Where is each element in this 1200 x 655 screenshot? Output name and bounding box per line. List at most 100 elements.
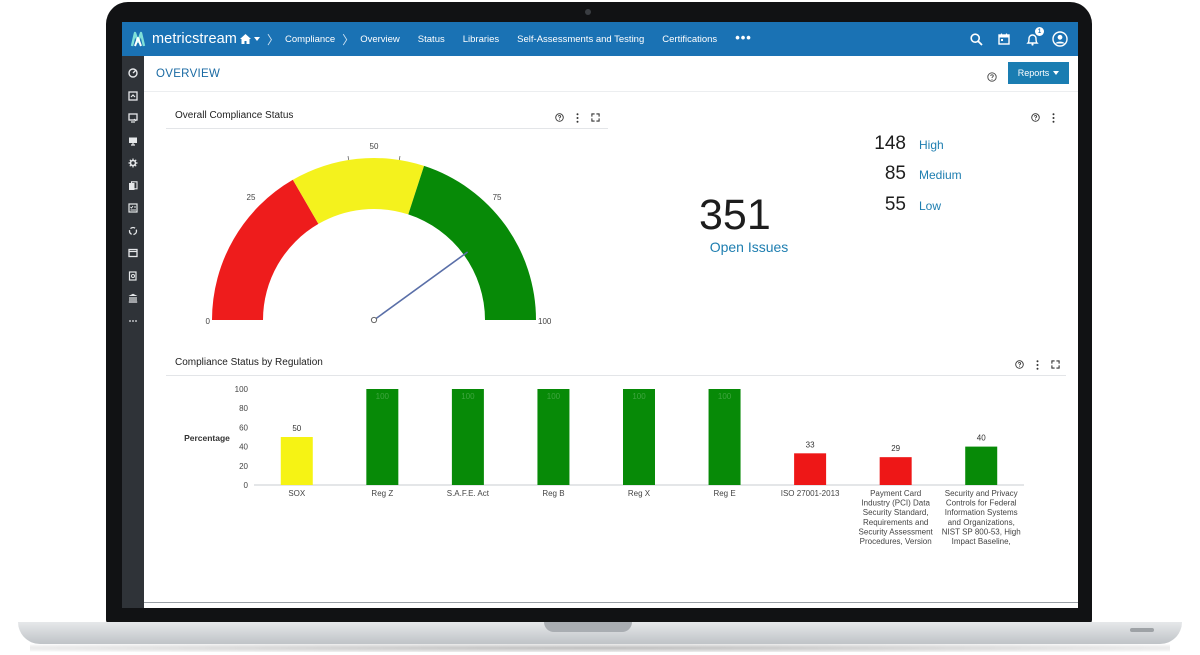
laptop-base — [18, 622, 1182, 644]
report-icon[interactable] — [122, 85, 144, 108]
gauge-minor-tick — [347, 155, 350, 161]
bar[interactable] — [537, 389, 570, 485]
caret-down-icon — [1053, 71, 1060, 75]
nav-icon-group: 1 — [968, 22, 1068, 56]
nav-more-menu[interactable]: ••• — [735, 29, 752, 45]
bar[interactable] — [451, 389, 484, 485]
file-search-icon[interactable] — [122, 265, 144, 288]
help-icon[interactable] — [1031, 113, 1040, 122]
x-tick-label: SOX — [288, 489, 306, 498]
nav-self-assessments[interactable]: Self-Assessments and Testing — [517, 33, 645, 45]
webcam — [585, 9, 591, 15]
gear-icon[interactable] — [122, 152, 144, 175]
severity-count: 85 — [884, 163, 906, 184]
nav-overview[interactable]: Overview — [360, 33, 400, 45]
documents-icon[interactable] — [122, 175, 144, 198]
x-tick-label: Reg Z — [371, 489, 393, 498]
y-tick-label: 20 — [239, 462, 248, 471]
x-tick-label: ISO 27001-2013 — [781, 489, 840, 498]
laptop-base-notch — [544, 622, 632, 632]
bar[interactable] — [623, 389, 655, 485]
panel-divider — [166, 375, 1066, 376]
x-tick-label-line: Security Standard, — [863, 508, 929, 517]
gauge-tick-label: 75 — [493, 193, 502, 202]
monitor-icon[interactable] — [122, 130, 144, 153]
kebab-menu-icon[interactable] — [573, 112, 582, 123]
bar[interactable] — [879, 457, 912, 485]
logo[interactable]: metricstream — [122, 30, 237, 48]
notifications-icon[interactable]: 1 — [1024, 27, 1044, 47]
gauge-panel-title: Overall Compliance Status — [175, 110, 294, 121]
calendar-icon[interactable] — [996, 31, 1012, 47]
more-icon[interactable] — [122, 310, 144, 333]
bar[interactable] — [708, 389, 741, 485]
nav-certifications[interactable]: Certifications — [662, 33, 718, 45]
notification-count-badge: 1 — [1035, 27, 1044, 36]
x-tick-label-line: and Organizations, — [948, 518, 1015, 527]
monitor-check-icon[interactable] — [122, 107, 144, 130]
bar-data-label: 100 — [461, 392, 475, 401]
help-icon[interactable] — [555, 113, 564, 122]
nav-status[interactable]: Status — [417, 33, 445, 45]
bar-data-label: 100 — [718, 392, 732, 401]
x-tick-label-line: Controls for Federal — [946, 499, 1017, 508]
kebab-menu-icon[interactable] — [1049, 112, 1058, 123]
screen: metricstream 〉 Compliance 〉 Overview Sta… — [122, 22, 1078, 608]
severity-label: Medium — [919, 168, 962, 182]
severity-high[interactable]: 148 High — [868, 133, 944, 155]
kebab-menu-icon[interactable] — [1033, 359, 1042, 370]
window-icon[interactable] — [122, 242, 144, 265]
compliance-gauge: 0 25 50 75 100 — [206, 143, 552, 326]
gauge-minor-tick — [398, 155, 401, 161]
gauge-band — [408, 165, 536, 320]
reports-button[interactable]: Reports — [1008, 62, 1069, 84]
expand-icon[interactable] — [1051, 360, 1060, 369]
bar[interactable] — [280, 437, 313, 485]
overall-compliance-panel: Overall Compliance Status 0 25 50 75 100 — [144, 93, 1078, 355]
severity-label: High — [919, 138, 944, 152]
issues-panel-tools — [1031, 112, 1058, 123]
main-content: OVERVIEW Reports Overall Compliance Stat… — [144, 56, 1078, 608]
severity-medium[interactable]: 85 Medium — [868, 163, 962, 185]
severity-low[interactable]: 55 Low — [868, 194, 941, 216]
gauge-tick-label: 100 — [538, 317, 552, 326]
gauge-ticks: 0 25 50 75 100 — [206, 143, 552, 326]
x-tick-label-line: Security and Privacy — [945, 489, 1018, 498]
x-tick-label-line: Reg Z — [371, 489, 393, 498]
nav-libraries[interactable]: Libraries — [462, 33, 500, 45]
user-avatar-icon[interactable] — [1052, 31, 1068, 47]
search-icon[interactable] — [968, 31, 984, 47]
footer-divider — [144, 602, 1078, 603]
nav-compliance[interactable]: Compliance — [285, 33, 336, 45]
x-tick-label-line: Information Systems — [945, 508, 1018, 517]
gauge-needle — [373, 251, 468, 321]
refresh-cycle-icon[interactable] — [122, 220, 144, 243]
expand-icon[interactable] — [591, 113, 600, 122]
gauge-tick-label: 0 — [206, 317, 211, 326]
home-breadcrumb[interactable]: 〉 — [240, 31, 285, 48]
breadcrumb-chevron-icon: 〉 — [267, 32, 280, 47]
y-axis-label: Percentage — [184, 433, 230, 443]
x-tick-label-line: Payment Card — [870, 489, 921, 498]
caret-down-icon — [254, 37, 260, 41]
gauge-band — [212, 179, 319, 320]
x-tick-label-line: Industry (PCI) Data — [861, 499, 930, 508]
x-tick-label-line: Requirements and — [863, 518, 928, 527]
x-tick-label: S.A.F.E. Act — [447, 489, 490, 498]
open-issues-label[interactable]: Open Issues — [709, 239, 789, 255]
bar-data-label: 100 — [632, 392, 646, 401]
open-issues-count[interactable]: 351 — [699, 191, 771, 239]
dashboard-icon[interactable] — [122, 62, 144, 85]
institution-icon[interactable] — [122, 287, 144, 310]
bar[interactable] — [965, 446, 998, 485]
logo-text: metricstream — [152, 31, 237, 47]
metricstream-logo-icon — [130, 31, 146, 47]
bar[interactable] — [794, 453, 827, 485]
checklist-icon[interactable] — [122, 197, 144, 220]
help-icon[interactable] — [987, 69, 997, 87]
severity-count: 55 — [884, 194, 906, 215]
laptop-shadow — [30, 644, 1170, 652]
help-icon[interactable] — [1015, 360, 1024, 369]
y-tick-label: 40 — [239, 443, 248, 452]
bar[interactable] — [366, 389, 399, 485]
